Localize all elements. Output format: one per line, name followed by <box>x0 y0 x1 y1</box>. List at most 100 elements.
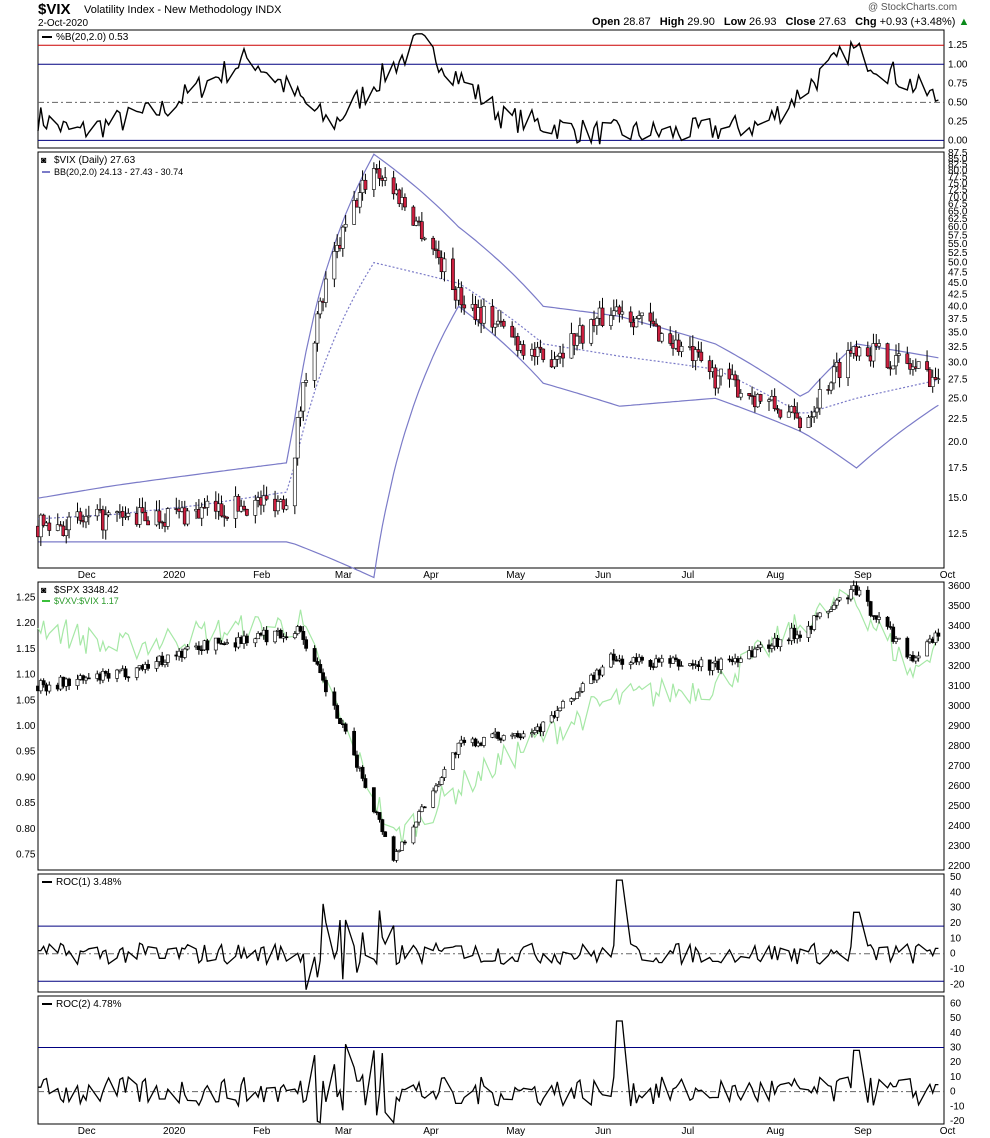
spx-candle <box>436 784 441 787</box>
spx-candle <box>798 634 802 638</box>
open-label: Open <box>592 16 621 28</box>
vix-candle <box>580 325 585 344</box>
spx-candle <box>101 671 105 681</box>
spx-candle <box>380 819 385 833</box>
vix-candle <box>137 507 142 525</box>
spx-candle <box>103 671 108 674</box>
y-tick-label: 3500 <box>948 601 971 612</box>
x-tick-label: Mar <box>335 570 353 581</box>
vix-candle <box>67 516 71 531</box>
vix-candle <box>86 515 91 518</box>
vix-candle <box>575 335 579 346</box>
vix-candle <box>620 311 625 315</box>
spx-candle <box>558 707 563 711</box>
spx-candle <box>679 665 684 667</box>
spx-candle <box>738 658 743 663</box>
y-tick-label: 2600 <box>948 781 971 792</box>
y-tick-label: -10 <box>950 964 965 975</box>
vix-candle <box>403 197 407 208</box>
spx-candle <box>450 752 455 770</box>
vix-candle <box>222 515 227 518</box>
vix-candle <box>284 505 289 510</box>
x-tick-label: Dec <box>78 1126 96 1137</box>
y-tick-label: 52.5 <box>948 248 968 259</box>
x-tick-label: Jun <box>595 570 611 581</box>
vix-candle <box>733 374 738 381</box>
vix-candle <box>795 412 800 419</box>
spx-candle <box>146 664 150 669</box>
y-tick-label: 10 <box>950 933 962 944</box>
spx-candle <box>160 655 165 666</box>
spx-candle <box>936 632 941 637</box>
vix-candle <box>521 344 526 356</box>
spx-candle <box>462 739 467 743</box>
y-tick-label: 17.5 <box>948 463 968 474</box>
vix-candle <box>340 226 345 249</box>
vix-candle <box>877 343 881 347</box>
y-tick-label-left: 1.00 <box>16 721 36 732</box>
vix-candle <box>301 382 306 412</box>
y-tick-label-left: 0.95 <box>16 747 36 758</box>
y-tick-label: 77.5 <box>948 172 968 183</box>
y-tick-label: 1.25 <box>948 40 968 51</box>
spx-candle <box>676 659 681 667</box>
x-tick-label: May <box>506 1126 525 1137</box>
y-tick-label: 30.0 <box>948 358 968 369</box>
spx-candle <box>532 730 537 733</box>
spx-candle <box>541 721 546 733</box>
spx-candle <box>933 632 938 643</box>
y-tick-label: 2900 <box>948 721 971 732</box>
spx-candle <box>913 657 918 662</box>
spx-candle <box>397 850 402 852</box>
spx-candle <box>826 611 831 614</box>
vix-candle <box>123 516 128 518</box>
spx-candle <box>521 733 526 738</box>
vix-candle <box>885 343 890 369</box>
vix-candle <box>648 312 653 322</box>
vix-candle <box>668 333 673 344</box>
symbol-name: Volatility Index - New Methodology INDX <box>84 4 282 16</box>
spx-candle <box>394 851 399 861</box>
spx-candle <box>829 609 834 612</box>
spx-candle <box>834 599 839 606</box>
vix-candle <box>185 510 190 525</box>
vix-candle <box>767 399 771 402</box>
close-value: 27.63 <box>818 16 847 28</box>
vix-candle <box>679 346 684 352</box>
y-tick-label: 2300 <box>948 841 971 852</box>
vix-candle <box>276 501 280 512</box>
y-tick-label-left: 0.85 <box>16 798 36 809</box>
vix-candle <box>817 389 822 409</box>
vix-candle <box>157 510 162 523</box>
brand-watermark: @ StockCharts.com <box>868 2 958 13</box>
vix-candle <box>552 359 557 368</box>
spx-candle <box>439 777 444 785</box>
vix-candle <box>205 500 210 508</box>
spx-candle <box>609 653 613 668</box>
vix-candle <box>143 511 148 522</box>
panel-legend: $VIX (Daily) 27.63 <box>54 155 136 166</box>
spx-candle <box>315 661 320 665</box>
y-tick-label: -20 <box>950 1116 965 1127</box>
x-tick-label: Apr <box>423 570 439 581</box>
spx-candle <box>896 637 901 640</box>
spx-candle <box>199 649 204 651</box>
vix-candle <box>637 315 642 319</box>
spx-candle <box>755 647 760 650</box>
vix-candle <box>357 192 362 208</box>
vix-candle <box>126 513 131 517</box>
x-tick-label: Sep <box>854 1126 872 1137</box>
y-tick-label: 80.0 <box>948 166 968 177</box>
vix-candle <box>719 368 723 377</box>
y-tick-label: 3300 <box>948 641 971 652</box>
spx-candle <box>391 836 396 861</box>
vix-candle <box>891 365 896 370</box>
spx-candle <box>832 604 836 610</box>
y-tick-label: 65.0 <box>948 206 968 217</box>
y-tick-label: 72.5 <box>948 185 968 196</box>
y-tick-label: 75.0 <box>948 178 968 189</box>
spx-candle <box>67 678 71 686</box>
spx-candle <box>400 841 404 851</box>
vix-candle <box>510 325 515 338</box>
